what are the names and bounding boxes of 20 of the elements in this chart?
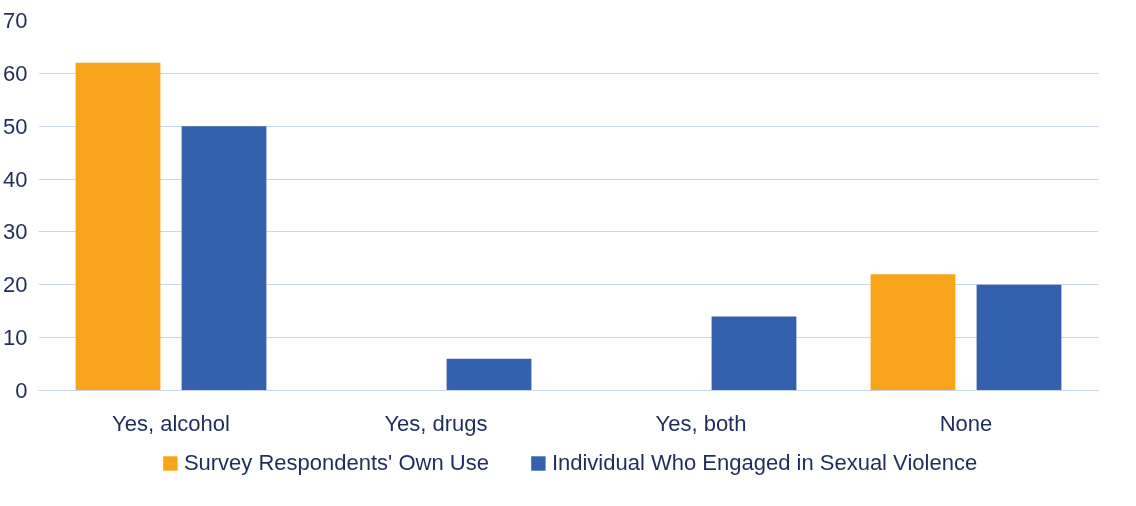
y-tick-label: 10	[3, 325, 28, 351]
y-tick-label: 0	[15, 378, 28, 403]
y-tick-label: 60	[3, 60, 28, 86]
legend-label: Survey Respondents' Own Use	[183, 450, 489, 476]
x-tick-label: Yes, drugs	[384, 410, 488, 436]
x-tick-label: Yes, alcohol	[112, 410, 230, 436]
x-tick-label: None	[939, 410, 993, 436]
x-tick-label: Yes, both	[655, 410, 747, 436]
bar	[446, 358, 532, 391]
y-tick-label: 70	[3, 8, 28, 33]
y-tick-label: 20	[3, 272, 28, 298]
bar	[976, 284, 1062, 391]
bar	[181, 126, 267, 391]
y-tick-label: 50	[3, 113, 28, 139]
y-tick-label: 30	[3, 219, 28, 245]
bar	[75, 62, 161, 391]
legend-label: Individual Who Engaged in Sexual Violence	[551, 450, 978, 476]
y-tick-label: 40	[3, 166, 28, 192]
bar	[870, 274, 956, 391]
bar	[711, 316, 797, 391]
